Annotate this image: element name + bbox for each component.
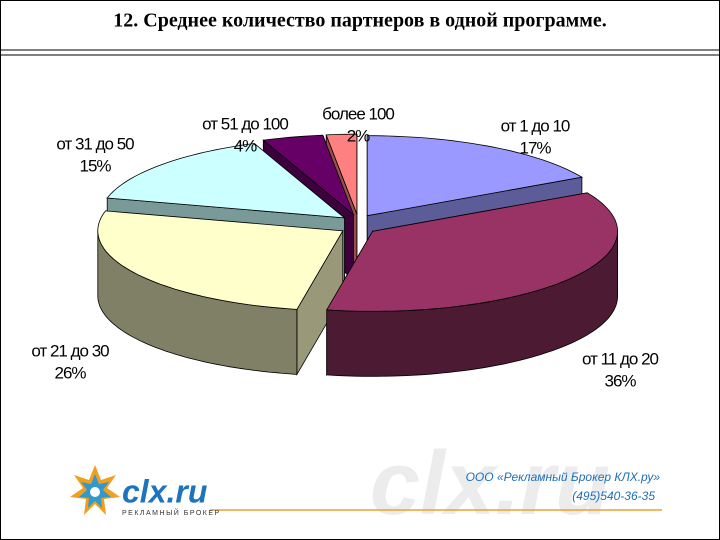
chart-title: 12. Среднее количество партнеров в одной… (113, 10, 606, 32)
slice (326, 192, 619, 312)
value-label: 26% (54, 363, 86, 382)
company: ООО «Рекламный Брокер КЛХ.ру» (466, 470, 661, 484)
slice (262, 134, 355, 216)
labels: от 1 до 10 17% от 11 до 20 36% от 21 до 30 26… (31, 104, 659, 390)
slice-label: от 11 до 20 (582, 349, 659, 368)
value-label: 36% (604, 371, 636, 390)
slice (106, 143, 346, 219)
slice (366, 135, 584, 217)
watermark: clx.ru (370, 434, 610, 534)
logo-star (70, 465, 120, 515)
slice-label: от 51 до 100 (202, 114, 288, 133)
slice (97, 210, 344, 310)
slice-label: от 31 до 50 (56, 134, 134, 153)
logo-subtitle: РЕКЛАМНЫЙ БРОКЕР (122, 508, 221, 517)
value-label: 2% (347, 126, 370, 145)
phone: (495)540-36-35 (572, 489, 655, 503)
logo: clx.ru (122, 473, 207, 509)
slice (325, 133, 358, 215)
value-label: 17% (519, 138, 551, 157)
slice-label: от 21 до 30 (31, 341, 109, 360)
slice-label: от 1 до 10 (501, 116, 570, 135)
value-label: 4% (234, 136, 257, 155)
pie (97, 133, 619, 377)
value-label: 15% (79, 156, 111, 175)
slice-label: более 100 (322, 104, 394, 123)
